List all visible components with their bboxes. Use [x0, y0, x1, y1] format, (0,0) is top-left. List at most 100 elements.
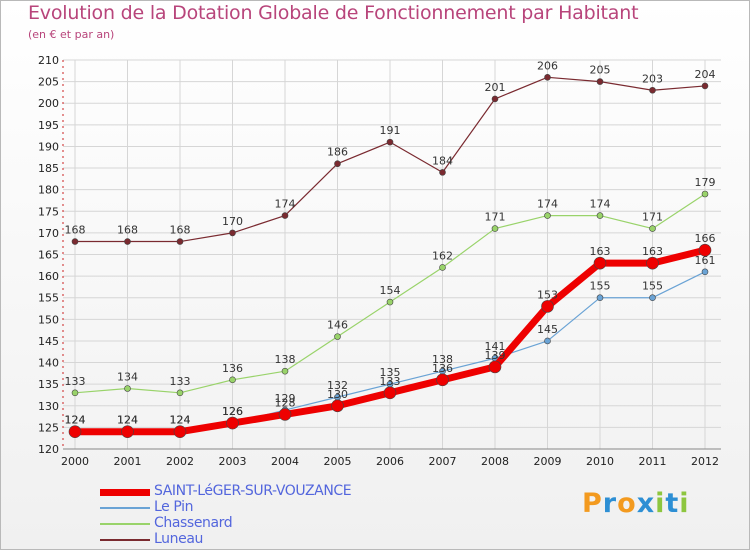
data-label-le-pin-2005: 132: [327, 379, 348, 392]
data-point-saint-le-ger-sur-vouzance-2011: [646, 256, 659, 270]
data-label-saint-le-ger-sur-vouzance-2009: 153: [537, 288, 558, 301]
data-point-saint-le-ger-sur-vouzance-2006: [383, 386, 397, 400]
data-label-saint-le-ger-sur-vouzance-2012: 166: [695, 232, 716, 245]
data-label-le-pin-2007: 138: [432, 353, 453, 366]
y-tick-label-185: 185: [38, 162, 59, 175]
data-label-chassenard-2011: 171: [642, 211, 663, 224]
data-point-chassenard-2001: [124, 385, 131, 392]
x-tick-label-2012: 2012: [691, 455, 719, 468]
y-tick-label-180: 180: [38, 184, 59, 197]
data-point-luneau-2009: [544, 73, 551, 81]
data-label-saint-le-ger-sur-vouzance-2010: 163: [590, 245, 611, 258]
y-tick-label-155: 155: [38, 292, 59, 305]
data-label-luneau-2011: 203: [642, 72, 663, 85]
data-point-saint-le-ger-sur-vouzance-2009: [541, 300, 554, 313]
data-label-saint-le-ger-sur-vouzance-2011: 163: [642, 245, 663, 258]
data-point-luneau-2007: [439, 169, 446, 176]
data-label-chassenard-2008: 171: [485, 211, 506, 224]
data-point-luneau-2003: [229, 229, 236, 237]
data-point-chassenard-2008: [491, 225, 499, 232]
data-point-le-pin-2009: [544, 337, 551, 345]
data-point-chassenard-2002: [176, 389, 184, 397]
data-point-saint-le-ger-sur-vouzance-2010: [593, 256, 607, 270]
y-tick-label-150: 150: [38, 313, 59, 326]
logo-letter: o: [617, 488, 637, 519]
y-tick-label-175: 175: [38, 205, 59, 218]
data-label-le-pin-2008: 141: [485, 340, 506, 353]
y-tick-label-130: 130: [38, 400, 59, 413]
data-label-le-pin-2009: 145: [537, 323, 558, 336]
data-point-saint-le-ger-sur-vouzance-2001: [121, 425, 134, 439]
data-label-le-pin-2010: 155: [590, 280, 611, 293]
data-point-luneau-2012: [701, 82, 709, 90]
data-label-chassenard-2010: 174: [590, 198, 611, 211]
y-tick-label-120: 120: [38, 443, 59, 456]
data-label-chassenard-2000: 133: [65, 375, 86, 388]
data-label-luneau-2007: 184: [432, 154, 453, 167]
x-tick-label-2011: 2011: [639, 455, 667, 468]
data-point-chassenard-2003: [229, 376, 236, 384]
data-point-luneau-2001: [124, 238, 131, 245]
data-label-chassenard-2007: 162: [432, 249, 453, 262]
chart-title: Evolution de la Dotation Globale de Fonc…: [28, 2, 639, 24]
data-point-le-pin-2010: [596, 294, 604, 302]
x-tick-label-2004: 2004: [271, 455, 299, 468]
data-point-chassenard-2007: [439, 264, 446, 271]
proxiti-logo: Proxiti: [582, 488, 690, 519]
logo-letter: i: [679, 488, 690, 519]
logo-letter: t: [665, 488, 680, 519]
data-label-luneau-2009: 206: [537, 59, 558, 72]
y-tick-label-195: 195: [38, 119, 59, 132]
data-point-luneau-2010: [596, 78, 604, 85]
data-label-luneau-2008: 201: [485, 81, 506, 94]
legend-label-chassenard: Chassenard: [154, 515, 233, 531]
data-label-saint-le-ger-sur-vouzance-2002: 124: [170, 414, 191, 427]
y-tick-label-160: 160: [38, 270, 59, 283]
data-label-chassenard-2001: 134: [117, 370, 138, 383]
data-label-chassenard-2004: 138: [275, 353, 296, 366]
data-point-chassenard-2011: [649, 225, 656, 232]
data-point-chassenard-2004: [281, 367, 289, 375]
data-point-saint-le-ger-sur-vouzance-2004: [278, 408, 292, 421]
data-point-saint-le-ger-sur-vouzance-2012: [698, 243, 712, 257]
data-label-saint-le-ger-sur-vouzance-2004: 128: [275, 396, 296, 409]
data-point-le-pin-2011: [649, 294, 656, 302]
data-point-chassenard-2000: [71, 389, 79, 397]
chart-subtitle: (en € et par an): [28, 28, 115, 41]
data-point-saint-le-ger-sur-vouzance-2000: [68, 425, 82, 439]
data-label-luneau-2012: 204: [695, 68, 716, 81]
data-label-saint-le-ger-sur-vouzance-2008: 139: [485, 349, 506, 362]
data-label-saint-le-ger-sur-vouzance-2005: 130: [327, 388, 348, 401]
data-point-saint-le-ger-sur-vouzance-2007: [436, 373, 449, 387]
data-point-luneau-2008: [491, 95, 499, 103]
y-tick-label-200: 200: [38, 97, 59, 110]
line-chart: 120 125 130 135 140 145 150 155 160 165 170 175 180 1…: [38, 54, 721, 468]
y-tick-label-210: 210: [38, 54, 59, 67]
data-label-saint-le-ger-sur-vouzance-2007: 136: [432, 362, 453, 375]
legend-swatch-le-pin: [100, 507, 150, 509]
data-point-chassenard-2012: [701, 190, 709, 198]
data-label-le-pin-2003: 126: [222, 405, 243, 418]
data-point-chassenard-2009: [544, 212, 551, 219]
data-label-le-pin-2006: 135: [380, 366, 401, 379]
y-tick-label-135: 135: [38, 378, 59, 391]
x-tick-label-2006: 2006: [376, 455, 404, 468]
data-point-luneau-2006: [386, 138, 394, 146]
data-point-luneau-2004: [281, 212, 289, 219]
data-label-chassenard-2006: 154: [380, 284, 401, 297]
data-label-luneau-2000: 168: [65, 224, 86, 237]
data-point-luneau-2002: [176, 238, 184, 245]
data-label-chassenard-2005: 146: [327, 319, 348, 332]
data-label-le-pin-2012: 161: [695, 254, 716, 267]
data-label-luneau-2002: 168: [170, 224, 191, 237]
x-tick-label-2010: 2010: [586, 455, 614, 468]
y-tick-label-170: 170: [38, 227, 59, 240]
y-tick-label-145: 145: [38, 335, 59, 348]
x-tick-label-2002: 2002: [166, 455, 194, 468]
data-label-chassenard-2009: 174: [537, 198, 558, 211]
data-point-saint-le-ger-sur-vouzance-2003: [226, 416, 239, 430]
data-label-chassenard-2003: 136: [222, 362, 243, 375]
data-point-luneau-2000: [71, 238, 79, 245]
data-label-luneau-2006: 191: [380, 124, 401, 137]
legend-swatch-luneau: [100, 539, 150, 541]
